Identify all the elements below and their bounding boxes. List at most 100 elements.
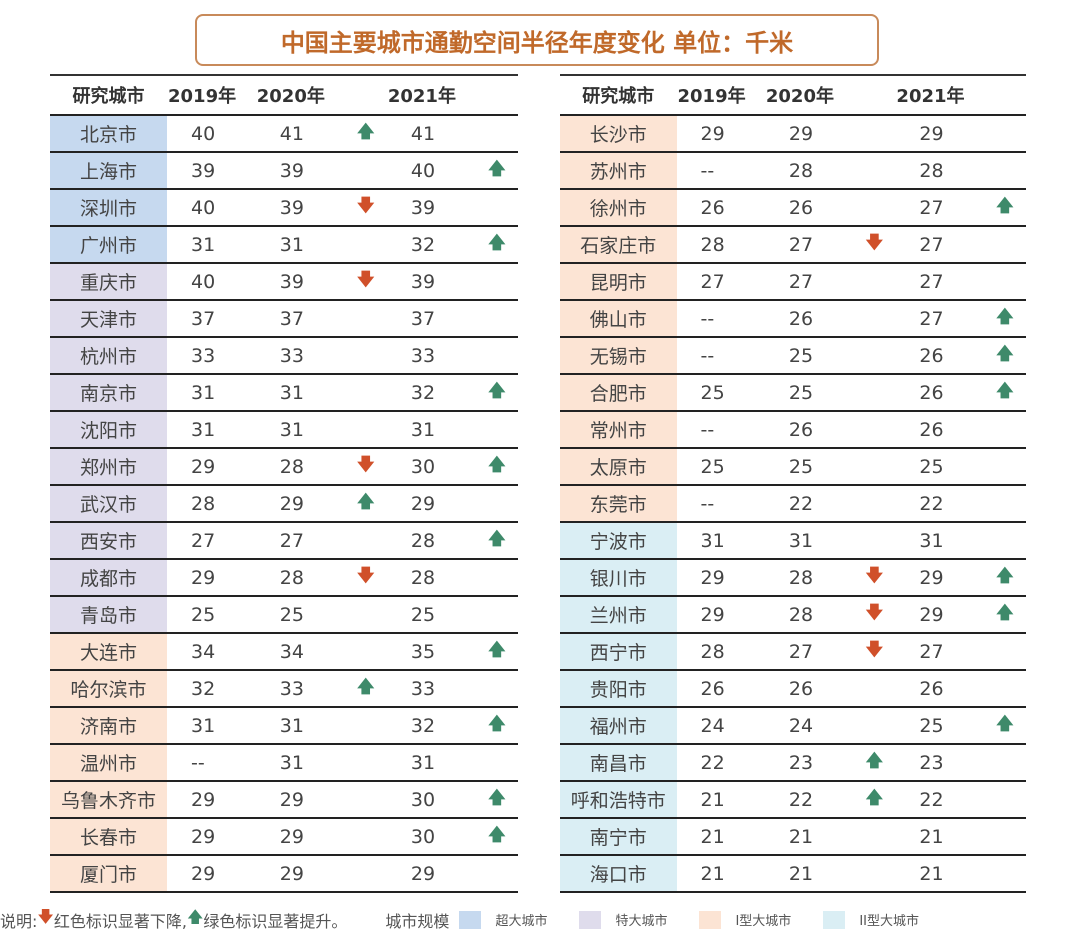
arrow-cell [983, 448, 1026, 486]
arrow-cell [344, 633, 387, 671]
value-2019: 31 [167, 374, 256, 412]
arrow-cell [475, 744, 518, 782]
table-row: 南京市 31 31 32 🡅 [50, 374, 518, 412]
table-row: 北京市 40 41 🡅 41 [50, 115, 518, 153]
value-2020: 24 [764, 707, 854, 745]
table-row: 苏州市 -- 28 28 [560, 152, 1026, 190]
note-prefix: 说明: [0, 911, 38, 931]
up-arrow-icon: 🡅 [983, 374, 1026, 412]
arrow-cell [983, 522, 1026, 560]
city-name: 呼和浩特市 [560, 781, 677, 819]
value-2021: 29 [895, 596, 984, 634]
arrow-cell [475, 596, 518, 634]
arrow-cell [475, 485, 518, 523]
value-2020: 21 [764, 855, 854, 893]
arrow-cell [853, 522, 896, 560]
value-2021: 26 [895, 411, 984, 449]
city-name: 宁波市 [560, 522, 677, 560]
value-2021: 31 [386, 744, 476, 782]
arrow-cell [344, 818, 387, 856]
value-2020: 26 [764, 189, 854, 227]
legend-footer: 说明: 🡇 红色标识显著下降, 🡅 绿色标识显著提升。 城市规模 超大城市 特大… [0, 906, 941, 933]
value-2021: 28 [895, 152, 984, 190]
legend-swatch-super [459, 910, 482, 929]
table-row: 温州市 -- 31 31 [50, 744, 518, 782]
value-2020: 33 [255, 670, 345, 708]
city-name: 东莞市 [560, 485, 677, 523]
value-2021: 40 [386, 152, 476, 190]
value-2021: 41 [386, 115, 476, 153]
value-2019: 31 [167, 707, 256, 745]
arrow-cell [853, 152, 896, 190]
value-2020: 41 [255, 115, 345, 153]
value-2019: 40 [167, 115, 256, 153]
value-2021: 29 [386, 485, 476, 523]
table-row: 武汉市 28 29 🡅 29 [50, 485, 518, 523]
value-2019: 39 [167, 152, 256, 190]
value-2019: 32 [167, 670, 256, 708]
arrow-cell [344, 374, 387, 412]
up-arrow-icon: 🡅 [983, 707, 1026, 745]
column-header: 2019年 [676, 74, 765, 116]
value-2021: 28 [386, 522, 476, 560]
value-2021: 23 [895, 744, 984, 782]
value-2021: 21 [895, 818, 984, 856]
value-2019: -- [167, 744, 256, 782]
arrow-cell [344, 781, 387, 819]
arrow-cell [853, 818, 896, 856]
legend-swatch-type2 [823, 910, 846, 929]
table-row: 福州市 24 24 25 🡅 [560, 707, 1026, 745]
value-2019: 34 [167, 633, 256, 671]
arrow-cell [344, 337, 387, 375]
value-2021: 32 [386, 374, 476, 412]
arrow-cell [983, 781, 1026, 819]
up-arrow-icon: 🡅 [853, 744, 896, 782]
value-2019: 29 [167, 559, 256, 597]
table-row: 长沙市 29 29 29 [560, 115, 1026, 153]
value-2020: 29 [255, 781, 345, 819]
value-2020: 27 [255, 522, 345, 560]
value-2019: 29 [676, 596, 765, 634]
city-name: 贵阳市 [560, 670, 677, 708]
city-name: 海口市 [560, 855, 677, 893]
arrow-cell [344, 152, 387, 190]
value-2021: 28 [386, 559, 476, 597]
table-row: 海口市 21 21 21 [560, 855, 1026, 893]
arrow-cell [853, 411, 896, 449]
table-row: 太原市 25 25 25 [560, 448, 1026, 486]
table-row: 长春市 29 29 30 🡅 [50, 818, 518, 856]
arrow-cell [475, 263, 518, 301]
value-2020: 31 [255, 226, 345, 264]
value-2019: 25 [167, 596, 256, 634]
value-2019: 26 [676, 670, 765, 708]
down-arrow-icon: 🡇 [853, 596, 896, 634]
table-row: 兰州市 29 28 🡇 29 🡅 [560, 596, 1026, 634]
value-2020: 27 [764, 633, 854, 671]
city-name: 苏州市 [560, 152, 677, 190]
city-name: 济南市 [50, 707, 167, 745]
table-row: 乌鲁木齐市 29 29 30 🡅 [50, 781, 518, 819]
city-name: 西安市 [50, 522, 167, 560]
column-header [475, 74, 518, 116]
city-name: 石家庄市 [560, 226, 677, 264]
value-2019: 27 [676, 263, 765, 301]
value-2021: 29 [895, 115, 984, 153]
up-arrow-icon: 🡅 [475, 818, 518, 856]
up-arrow-icon: 🡅 [475, 226, 518, 264]
city-name: 天津市 [50, 300, 167, 338]
value-2019: 29 [167, 855, 256, 893]
value-2019: 37 [167, 300, 256, 338]
value-2021: 26 [895, 374, 984, 412]
value-2019: 29 [167, 781, 256, 819]
arrow-cell [344, 596, 387, 634]
city-name: 长沙市 [560, 115, 677, 153]
up-arrow-icon: 🡅 [475, 448, 518, 486]
value-2020: 22 [764, 485, 854, 523]
value-2021: 39 [386, 189, 476, 227]
column-header: 2021年 [895, 74, 984, 116]
value-2019: 28 [676, 633, 765, 671]
table-row: 沈阳市 31 31 31 [50, 411, 518, 449]
arrow-cell [475, 300, 518, 338]
city-name: 广州市 [50, 226, 167, 264]
table-row: 石家庄市 28 27 🡇 27 [560, 226, 1026, 264]
